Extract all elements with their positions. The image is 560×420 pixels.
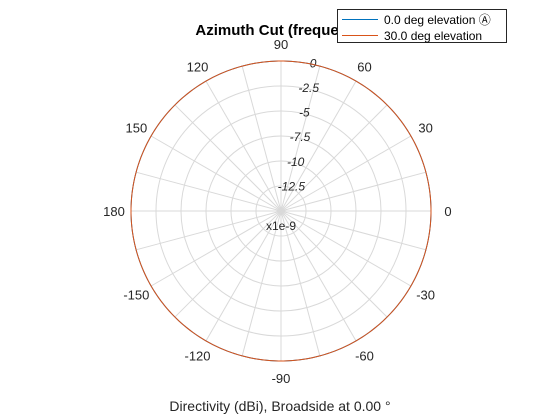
angular-grid-spoke-60 xyxy=(280,80,357,212)
legend-entry-series-2[interactable]: 30.0 deg elevation xyxy=(342,28,482,43)
angle-tick-label: -30 xyxy=(416,288,435,303)
angle-tick-label: 120 xyxy=(187,59,209,74)
angular-grid-spoke-195 xyxy=(135,210,282,251)
angle-tick-label: -150 xyxy=(123,288,149,303)
series-line-2 xyxy=(130,60,432,362)
angular-grid-spoke-105 xyxy=(241,65,282,212)
angle-tick-label: -60 xyxy=(355,349,374,364)
angular-grid-spoke-135 xyxy=(174,104,282,212)
radial-scale-label: x1e-9 xyxy=(266,219,296,233)
angular-grid-spoke-300 xyxy=(280,210,357,342)
legend-swatch-series-2 xyxy=(342,35,378,36)
radial-tick-label: -10 xyxy=(287,155,305,169)
angle-tick-label: 90 xyxy=(274,37,288,52)
angular-grid-spoke-150 xyxy=(150,135,282,212)
angle-tick-label: -90 xyxy=(272,371,291,386)
angular-grid-spoke-75 xyxy=(280,65,321,212)
angle-tick-label: 180 xyxy=(103,204,125,219)
angular-grid-spoke-120 xyxy=(205,80,282,212)
angular-grid-spoke-240 xyxy=(205,210,282,342)
angular-grid-spoke-285 xyxy=(280,210,321,357)
angle-tick-label: 150 xyxy=(126,121,148,136)
legend-entry-series-1[interactable]: 0.0 deg elevation Ⓐ xyxy=(342,12,491,27)
angular-grid-spoke-330 xyxy=(280,210,412,287)
legend-label-series-1: 0.0 deg elevation Ⓐ xyxy=(384,13,491,27)
angle-tick-label: -120 xyxy=(184,349,210,364)
angular-grid-spoke-225 xyxy=(174,210,282,318)
angular-grid-spoke-45 xyxy=(280,104,388,212)
angular-grid-spoke-345 xyxy=(280,210,427,251)
radial-tick-label: -7.5 xyxy=(290,130,311,144)
angle-tick-label: 0 xyxy=(444,204,451,219)
legend-label-series-2: 30.0 deg elevation xyxy=(384,28,483,43)
legend-swatch-series-1 xyxy=(342,19,378,20)
radial-axis-caption: Directivity (dBi), Broadside at 0.00 ° xyxy=(169,398,391,414)
legend[interactable]: 0.0 deg elevation Ⓐ 30.0 deg elevation xyxy=(337,9,507,43)
chart-title: Azimuth Cut (frequency xyxy=(195,22,365,39)
radial-tick-label: -5 xyxy=(299,106,310,120)
angular-grid-spoke-315 xyxy=(280,210,388,318)
radial-tick-label: -12.5 xyxy=(278,179,306,193)
angular-grid-spoke-210 xyxy=(150,210,282,287)
radial-tick-label: 0 xyxy=(310,56,317,70)
angular-grid-spoke-30 xyxy=(280,135,412,212)
angle-tick-label: 30 xyxy=(418,121,432,136)
angular-grid-spoke-15 xyxy=(280,171,427,212)
angular-grid-spoke-165 xyxy=(135,171,282,212)
angular-grid-spoke-255 xyxy=(241,210,282,357)
radial-tick-label: -2.5 xyxy=(298,81,319,95)
angle-tick-label: 60 xyxy=(357,59,371,74)
